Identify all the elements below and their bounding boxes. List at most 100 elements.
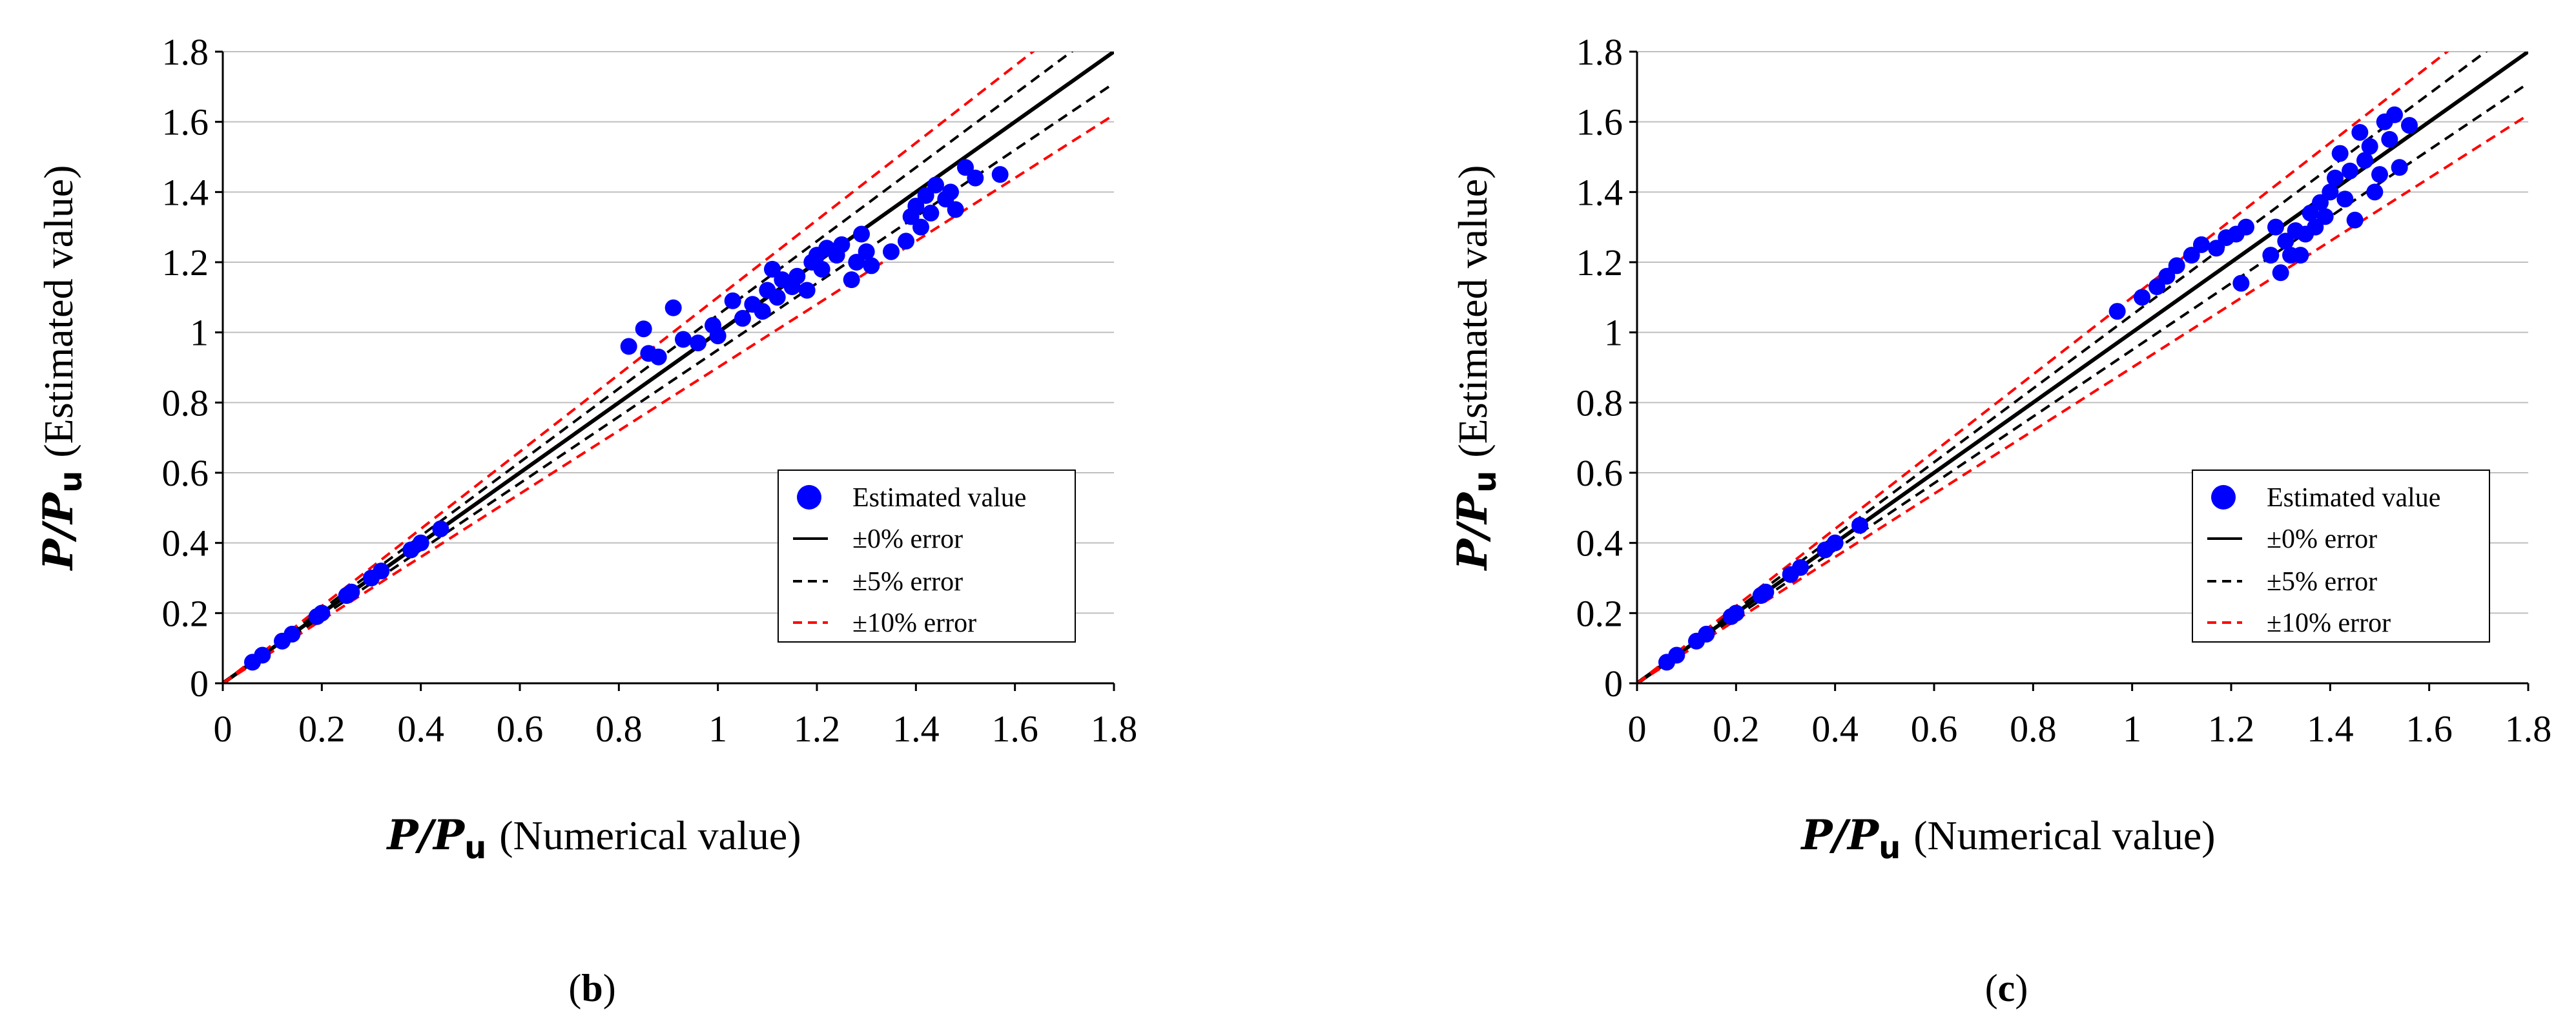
x-axis-label: P/Pu (Numerical value) <box>386 811 801 866</box>
data-point <box>927 176 944 194</box>
data-point <box>373 563 390 580</box>
data-point <box>2148 278 2165 296</box>
data-point <box>665 299 682 316</box>
data-point <box>947 201 964 218</box>
x-label-pu: P <box>432 811 466 860</box>
x-label-text: (Numerical value) <box>499 812 801 858</box>
data-point <box>2312 194 2329 211</box>
scatter-points <box>1658 106 2418 671</box>
x-axis-label: P/Pu (Numerical value) <box>1800 811 2215 866</box>
legend: Estimated value ±0% error ±5% error ±10%… <box>778 470 1076 643</box>
y-tick-label: 0.6 <box>162 452 209 494</box>
x-tick-label: 0.4 <box>397 708 444 750</box>
y-axis-label: P/Pu (Estimated value) <box>1448 165 1503 572</box>
legend-box <box>778 470 1076 643</box>
x-tick-labels: 0 0.2 0.4 0.6 0.8 1 1.2 1.4 1.6 1.8 <box>214 708 1138 750</box>
x-label-slash: / <box>1829 811 1851 860</box>
data-point <box>2267 218 2284 236</box>
y-tick-label: 1.2 <box>162 242 209 284</box>
legend-label-estimated: Estimated value <box>2267 483 2440 513</box>
data-point <box>1727 604 1745 622</box>
y-tick-labels: 0 0.2 0.4 0.6 0.8 1 1.2 1.4 1.6 1.8 <box>162 31 209 705</box>
x-label-slash: / <box>415 811 437 860</box>
data-point <box>2232 274 2250 292</box>
x-tick-label: 0.4 <box>1811 708 1859 750</box>
data-point <box>675 331 692 348</box>
data-point <box>764 260 781 278</box>
y-tick-label: 1.8 <box>162 31 209 73</box>
data-point <box>2158 267 2176 285</box>
y-tick-label: 0 <box>190 663 209 705</box>
data-point <box>1698 625 1715 643</box>
data-point <box>2108 303 2126 320</box>
legend-label-10pct: ±10% error <box>2267 608 2391 638</box>
data-point <box>798 282 816 299</box>
chart-panel-b: 0 0.2 0.4 0.6 0.8 1 1.2 1.4 1.6 1.8 0 0.2 0.4 0.6 0.8… <box>34 31 1138 1009</box>
data-point <box>2277 232 2294 250</box>
data-point <box>2193 236 2210 253</box>
data-point <box>898 232 914 250</box>
x-tick-label: 1.8 <box>2505 708 2552 750</box>
x-tick-label: 0.8 <box>595 708 643 750</box>
data-point <box>2208 240 2225 257</box>
legend-label-estimated: Estimated value <box>852 483 1026 513</box>
data-point <box>2346 211 2364 229</box>
data-point <box>2272 264 2289 282</box>
x-tick-label: 1.4 <box>2307 708 2354 750</box>
legend-box <box>2192 470 2490 643</box>
panel-label-b-open: ( <box>568 967 581 1009</box>
data-point <box>412 534 429 552</box>
data-point <box>2342 162 2358 180</box>
y-label-text: (Estimated value) <box>36 165 81 458</box>
data-point <box>2361 138 2378 155</box>
data-point <box>2183 247 2200 264</box>
data-point <box>2366 183 2384 201</box>
data-point <box>2262 247 2280 264</box>
scatter-points <box>244 159 1009 671</box>
y-label-slash: / <box>34 520 83 542</box>
data-point <box>2371 166 2388 183</box>
panel-label-c-letter: c <box>1998 967 2015 1009</box>
legend-marker-estimated <box>2211 485 2236 510</box>
data-point <box>432 520 449 537</box>
panel-label-b: (b) <box>568 967 615 1009</box>
x-tick-label: 0.6 <box>497 708 544 750</box>
data-point <box>2381 130 2398 148</box>
data-point <box>2351 123 2369 141</box>
y-tick-label: 1 <box>1604 312 1623 354</box>
x-tick-label: 0 <box>1628 708 1647 750</box>
x-label-sub: u <box>1879 830 1901 866</box>
data-point <box>833 236 850 253</box>
y-label-text: (Estimated value) <box>1450 165 1496 458</box>
data-point <box>650 348 667 366</box>
error-line--5-error <box>223 82 1114 683</box>
y-tick-label: 1.2 <box>1576 242 1623 284</box>
panel-label-b-letter: b <box>581 967 603 1009</box>
data-point <box>2292 247 2309 264</box>
x-label-text: (Numerical value) <box>1913 812 2215 858</box>
x-label-pu: P <box>1846 811 1880 860</box>
panel-label-c: (c) <box>1985 967 2028 1009</box>
x-tick-label: 0 <box>214 708 232 750</box>
y-label-sub: u <box>1467 471 1503 493</box>
panel-label-c-close: ) <box>2015 967 2028 1009</box>
x-tick-label: 0.6 <box>1911 708 1958 750</box>
y-tick-label: 0.2 <box>1576 592 1623 634</box>
y-label-sub: u <box>53 471 89 493</box>
data-point <box>853 225 870 243</box>
data-point <box>922 204 940 222</box>
x-tick-label: 1.4 <box>892 708 940 750</box>
data-point <box>2238 218 2254 236</box>
error-line--10-error <box>223 52 1035 683</box>
error-line--10-error <box>223 114 1114 683</box>
x-tick-label: 0.2 <box>1713 708 1760 750</box>
data-point <box>957 159 974 176</box>
data-point <box>2168 257 2185 274</box>
legend-label-5pct: ±5% error <box>2267 567 2377 597</box>
y-label-pu: P <box>34 491 83 525</box>
data-point <box>709 327 726 345</box>
y-tick-label: 1.4 <box>162 171 209 213</box>
axes <box>1629 50 2530 691</box>
data-point <box>635 320 652 338</box>
data-point <box>907 198 925 215</box>
